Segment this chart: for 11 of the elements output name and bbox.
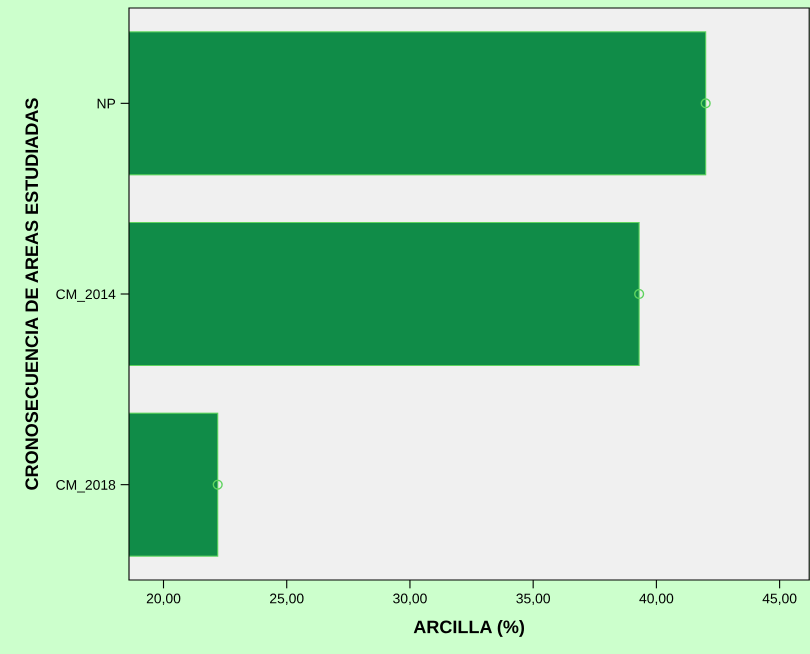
x-tick-label: 20,00	[146, 594, 180, 606]
x-axis-title: ARCILLA (%)	[414, 620, 524, 637]
y-tick-label: CM_2018	[56, 480, 116, 492]
y-axis-title: CRONOSECUENCIA DE AREAS ESTUDIADAS	[25, 98, 38, 490]
x-tick-label: 30,00	[393, 594, 427, 606]
x-tick-label: 35,00	[516, 594, 550, 606]
x-tick-label: 25,00	[270, 594, 304, 606]
y-tick-label: CM_2014	[56, 289, 116, 302]
x-tick-label: 40,00	[639, 594, 674, 606]
x-tick-label: 45,00	[762, 594, 796, 606]
y-tick-label: NP	[98, 98, 116, 108]
